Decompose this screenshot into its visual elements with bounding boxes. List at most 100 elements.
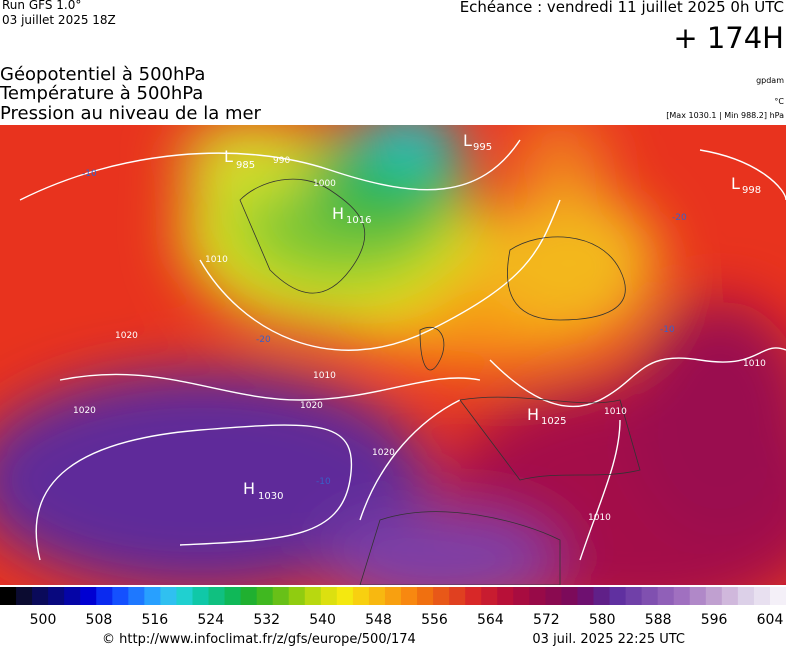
color-scale: 500 508 516 524 532 540 548 556 564 572 580 588 596 6…	[0, 587, 786, 628]
scale-label: 564	[477, 612, 504, 628]
scale-swatch	[529, 587, 546, 605]
scale-swatch	[737, 587, 755, 605]
temperature-label: -20	[672, 213, 687, 223]
isobar-label: 1010	[604, 407, 627, 417]
system-letter: L	[463, 131, 472, 150]
system-value: 998	[742, 185, 761, 196]
scale-swatch	[593, 587, 611, 605]
temperature-label: -20	[256, 335, 271, 345]
scale-swatch	[769, 587, 786, 605]
system-value: 1030	[258, 491, 283, 502]
system-value: 1016	[346, 215, 371, 226]
isobar-label: 1020	[73, 406, 96, 416]
scale-swatch	[208, 587, 226, 605]
valid-time: Echéance : vendredi 11 juillet 2025 0h U…	[460, 0, 784, 16]
scale-swatch	[80, 587, 97, 605]
scale-swatch	[609, 587, 627, 605]
scale-swatch	[160, 587, 177, 605]
map: L 985 L 995 L 998 H 1016 H 1030 H 1025 9…	[0, 125, 786, 585]
scale-label: 588	[645, 612, 672, 628]
scale-swatch	[288, 587, 306, 605]
scale-swatch	[641, 587, 659, 605]
temperature-label: -10	[82, 169, 97, 179]
scale-swatch	[401, 587, 418, 605]
scale-label: 556	[421, 612, 448, 628]
generated: 03 juil. 2025 22:25 UTC	[532, 632, 685, 647]
scale-swatch	[16, 587, 33, 605]
scale-label: 604	[757, 612, 784, 628]
scale-swatch	[240, 587, 258, 605]
scale-swatch	[673, 587, 691, 605]
scale-label: 548	[365, 612, 392, 628]
isobar-label: 1020	[300, 401, 323, 411]
lead-time: + 174H	[673, 21, 784, 55]
unit: [Max 1030.1 | Min 988.2] hPa	[666, 111, 784, 120]
isobar-label: 1020	[372, 448, 395, 458]
temperature-label: -10	[316, 477, 331, 487]
scale-swatch	[144, 587, 161, 605]
isobar-label: 1010	[588, 513, 611, 523]
system-value: 1025	[541, 416, 566, 427]
scale-swatch	[753, 587, 771, 605]
scale-swatch	[721, 587, 739, 605]
scale-swatch	[545, 587, 562, 605]
scale-swatch	[481, 587, 498, 605]
scale-swatch	[625, 587, 643, 605]
scale-swatch	[64, 587, 81, 605]
scale-swatch	[176, 587, 193, 605]
temperature-label: -10	[660, 325, 675, 335]
scale-swatch	[513, 587, 530, 605]
scale-swatch	[497, 587, 514, 605]
isobar-label: 1020	[115, 331, 138, 341]
scale-swatch	[384, 587, 402, 605]
isobar-label: 990	[273, 156, 290, 166]
scale-label: 500	[30, 612, 57, 628]
scale-swatch	[304, 587, 322, 605]
scale-swatch	[128, 587, 145, 605]
scale-swatch	[272, 587, 290, 605]
system-letter: L	[731, 174, 740, 193]
scale-swatch	[336, 587, 354, 605]
scale-swatch	[96, 587, 113, 605]
scale-swatch	[256, 587, 274, 605]
title: Géopotentiel à 500hPa	[0, 64, 205, 85]
scale-swatch	[352, 587, 370, 605]
scale-swatch	[32, 587, 49, 605]
run-date: 03 juillet 2025 18Z	[2, 13, 116, 27]
scale-label: 532	[253, 612, 280, 628]
scale-swatch	[561, 587, 578, 605]
scale-label: 596	[701, 612, 728, 628]
unit: °C	[774, 97, 784, 106]
title: Pression au niveau de la mer	[0, 103, 262, 124]
scale-label: 540	[309, 612, 336, 628]
system-value: 995	[473, 142, 492, 153]
system-letter: L	[224, 147, 233, 166]
scale-swatch	[112, 587, 129, 605]
scale-label: 516	[141, 612, 168, 628]
system-letter: H	[527, 405, 539, 424]
system-letter: H	[332, 204, 344, 223]
isobar-label: 1010	[743, 359, 766, 369]
scale-swatch	[368, 587, 386, 605]
source: © http://www.infoclimat.fr/z/gfs/europe/…	[102, 632, 416, 647]
scale-swatch	[0, 587, 17, 605]
system-value: 985	[236, 160, 255, 171]
isobar-label: 1010	[313, 371, 336, 381]
isobar-label: 1010	[205, 255, 228, 265]
scale-swatch	[577, 587, 595, 605]
scale-label: 508	[86, 612, 113, 628]
scale-swatch	[192, 587, 210, 605]
scale-swatch	[689, 587, 707, 605]
system-letter: H	[243, 479, 255, 498]
scale-swatch	[657, 587, 675, 605]
scale-label: 524	[197, 612, 224, 628]
scale-swatch	[417, 587, 434, 605]
scale-label: 572	[533, 612, 560, 628]
scale-label: 580	[589, 612, 616, 628]
title: Température à 500hPa	[0, 83, 203, 104]
run: Run GFS 1.0°	[2, 0, 81, 12]
scale-swatch	[449, 587, 466, 605]
isobar-label: 1000	[313, 179, 336, 189]
scale-swatch	[465, 587, 482, 605]
